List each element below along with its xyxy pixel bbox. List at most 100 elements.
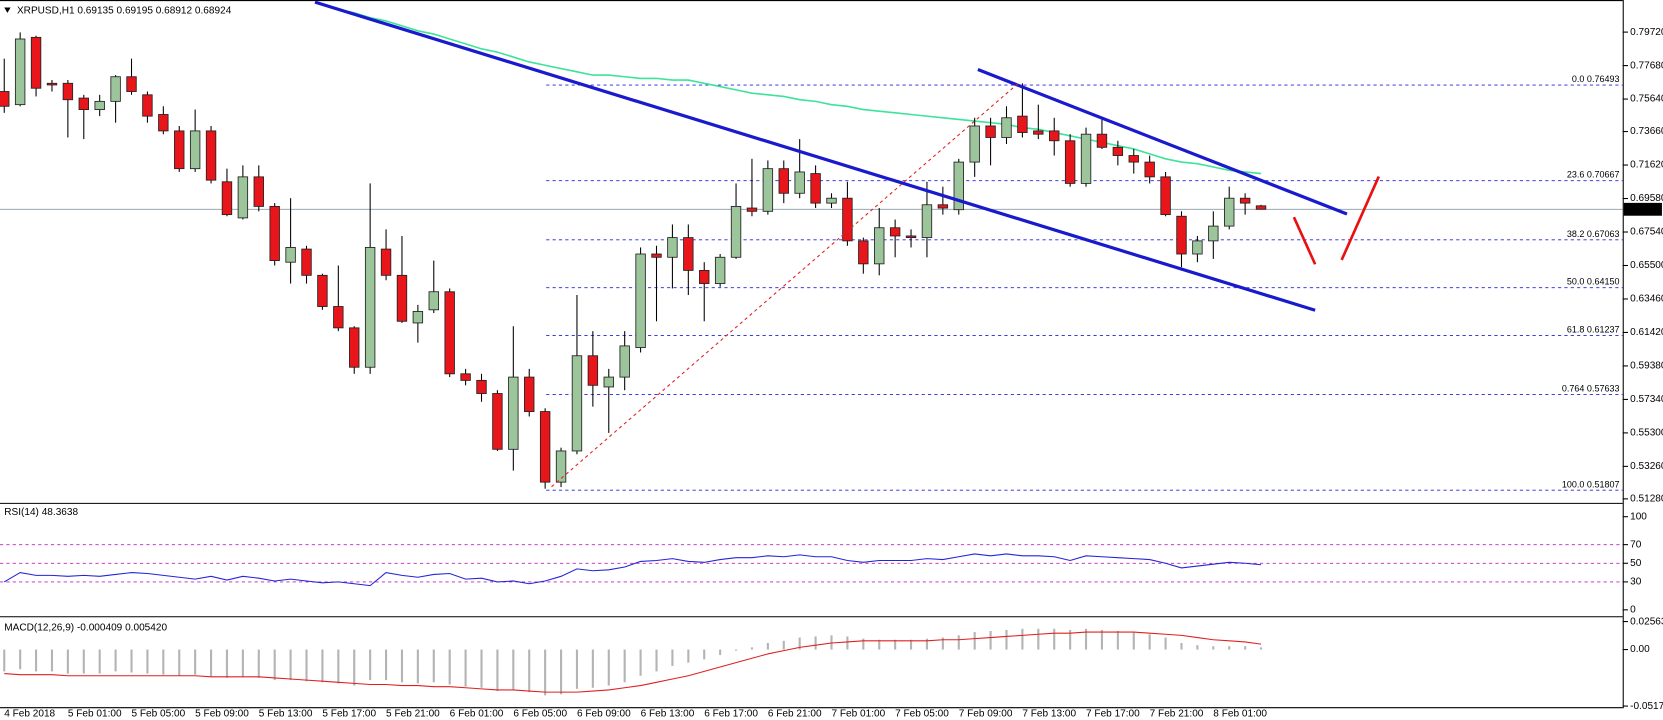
candle-body	[1033, 130, 1044, 135]
y-tick-label: 0	[1630, 604, 1636, 615]
macd-bar	[273, 649, 276, 681]
candle-body	[221, 181, 233, 216]
y-tick-label: 50	[1630, 558, 1642, 569]
candle-body	[14, 38, 26, 106]
candle-body	[396, 274, 408, 322]
macd-bar	[19, 649, 22, 670]
candle-body	[62, 82, 74, 101]
candle-body	[492, 393, 503, 450]
x-tick-label: 7 Feb 13:00	[1022, 708, 1076, 719]
candle-body	[794, 171, 805, 194]
macd-bar	[1164, 637, 1167, 650]
macd-bar	[1084, 628, 1088, 650]
price-label-layer: 0.68924	[1623, 202, 1663, 216]
candle-body	[937, 204, 949, 209]
y-tick-label: 30	[1630, 577, 1642, 588]
macd-bar	[734, 649, 738, 651]
frame	[0, 0, 1624, 709]
macd-bar	[798, 637, 801, 650]
macd-bar	[369, 649, 372, 681]
arrow-stroke	[1340, 175, 1380, 261]
macd-bar	[1021, 628, 1024, 650]
candle-body	[142, 94, 153, 117]
candle-body	[1144, 161, 1155, 178]
x-tick-label: 6 Feb 05:00	[513, 708, 567, 719]
macd-bar	[1259, 647, 1263, 650]
macd-bar	[703, 649, 706, 660]
arrow-stroke	[1292, 216, 1317, 265]
macd-bar	[82, 649, 85, 674]
x-tick-label: 6 Feb 13:00	[641, 708, 695, 719]
macd-bar	[559, 649, 563, 695]
candle-body	[1001, 117, 1012, 138]
y-tick-label: 0.79720	[1630, 27, 1663, 38]
candle-body	[285, 247, 296, 263]
macd-bar	[1148, 634, 1151, 650]
macd-bar	[623, 649, 626, 683]
x-tick-label: 7 Feb 01:00	[832, 708, 886, 719]
y-tick-label: 0.51280	[1630, 494, 1663, 505]
candle-body	[1176, 215, 1187, 255]
macd-bar	[591, 649, 594, 688]
candle-body	[349, 327, 360, 368]
macd-bar	[814, 636, 817, 650]
candle-body	[730, 205, 742, 258]
macd-bar	[432, 649, 435, 683]
macd-bar	[989, 630, 992, 650]
macd-bar	[1037, 628, 1040, 650]
candle-body	[746, 207, 758, 212]
candle-body	[237, 176, 249, 219]
candle-body	[1080, 133, 1092, 184]
rsi-line	[3, 553, 1262, 587]
x-tick-label: 6 Feb 21:00	[768, 708, 822, 719]
candle-body	[1224, 197, 1235, 227]
fib-label: 38.2 0.67063	[1567, 229, 1620, 239]
macd-bar	[194, 649, 197, 675]
macd-bar	[671, 649, 674, 666]
candle-body	[858, 240, 869, 265]
macd-bar	[353, 649, 356, 686]
macd-bar	[337, 649, 340, 684]
macd-bar	[957, 635, 960, 650]
macd-bar	[1005, 629, 1008, 650]
y-tick-label: 0.57340	[1630, 394, 1663, 405]
macd-bar	[34, 649, 38, 672]
candle-body	[1239, 197, 1251, 204]
last-price-label: 0.68924	[1626, 204, 1663, 215]
macd-bar	[528, 649, 531, 693]
x-tick-label: 7 Feb 21:00	[1150, 708, 1204, 719]
y-tick-label: -0.051799	[1630, 701, 1663, 712]
macd-bar	[687, 649, 690, 663]
macd-bar	[146, 649, 149, 674]
annotations	[314, 0, 1380, 488]
chart-title: XRPUSD,H1 0.69135 0.69195 0.68912 0.6892…	[17, 5, 232, 16]
x-tick-label: 6 Feb 01:00	[450, 708, 504, 719]
fib-label: 0.0 0.76493	[1572, 74, 1620, 84]
candle-body	[1160, 176, 1171, 216]
macd-bar	[241, 649, 244, 677]
candle-body	[1255, 205, 1267, 210]
y-tick-label: 0.65500	[1630, 260, 1663, 271]
candle-body	[587, 355, 599, 386]
candle-body	[524, 376, 535, 412]
macd-bar	[1228, 646, 1231, 650]
macd-bar	[480, 649, 483, 688]
macd-bar	[766, 643, 769, 650]
macd-bar	[925, 638, 929, 650]
candle-body	[428, 291, 439, 311]
macd-bar	[862, 638, 865, 650]
x-tick-label: 8 Feb 01:00	[1213, 708, 1267, 719]
macd-bar	[830, 635, 833, 650]
candle-body	[94, 100, 105, 110]
macd-bar	[225, 649, 229, 678]
x-tick-label: 5 Feb 01:00	[68, 708, 122, 719]
macd-bar	[66, 649, 69, 674]
candle-body	[635, 253, 646, 348]
macd-bar	[1180, 643, 1183, 650]
candle-body	[126, 76, 137, 92]
macd-bar	[878, 639, 881, 650]
candle-body	[555, 450, 567, 483]
y-tick-label: 70	[1630, 539, 1642, 550]
macd-bar	[464, 649, 467, 687]
